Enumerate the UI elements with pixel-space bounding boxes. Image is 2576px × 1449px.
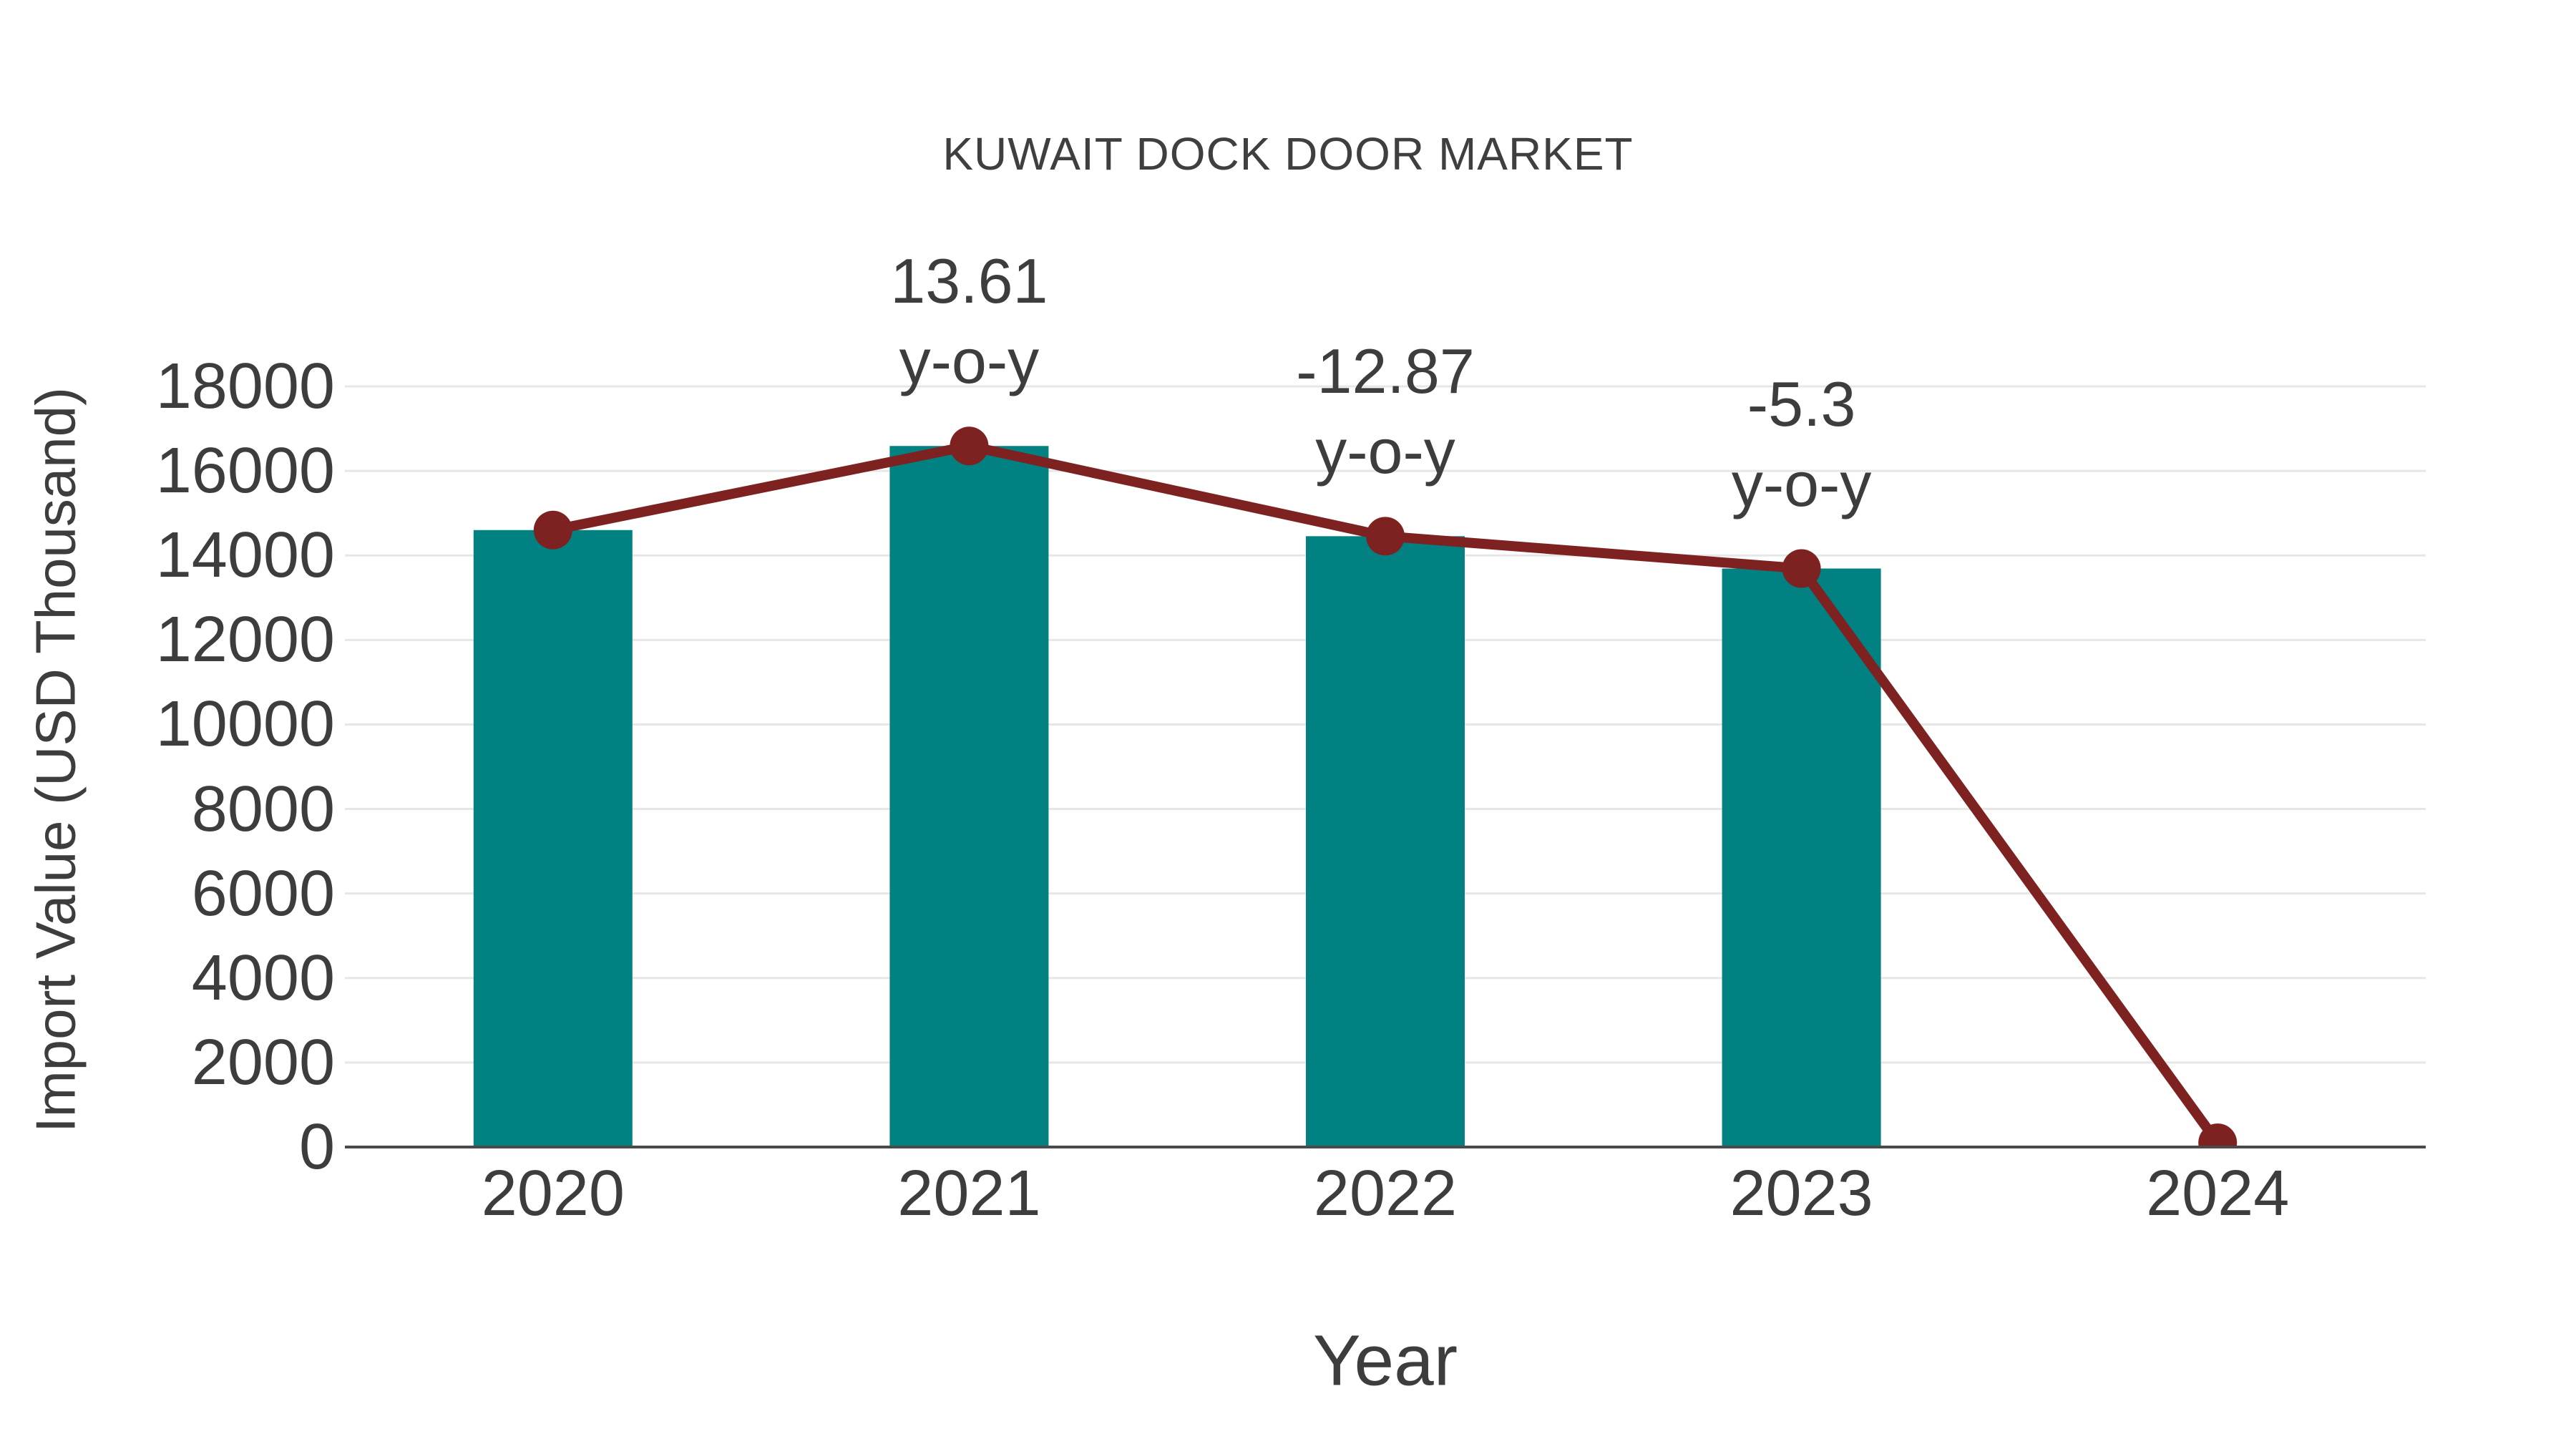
y-tick-label-4000: 4000 xyxy=(191,942,335,1014)
x-tick-label-2020: 2020 xyxy=(481,1158,625,1229)
y-tick-label-16000: 16000 xyxy=(155,435,335,507)
bar-2020 xyxy=(473,530,633,1147)
annotation-yoy-2022: y-o-y xyxy=(1315,416,1455,487)
bar-2021 xyxy=(889,446,1049,1147)
y-tick-label-18000: 18000 xyxy=(155,351,335,422)
y-tick-label-10000: 10000 xyxy=(155,688,335,761)
x-tick-label-2021: 2021 xyxy=(897,1158,1041,1229)
marker-2022 xyxy=(1366,517,1405,556)
x-tick-label-2024: 2024 xyxy=(2146,1158,2290,1229)
marker-2023 xyxy=(1782,549,1821,588)
x-axis-title: Year xyxy=(1312,1320,1458,1401)
annotation-value-2023: -5.3 xyxy=(1747,368,1856,439)
annotation-value-2021: 13.61 xyxy=(890,245,1048,317)
annotation-value-2022: -12.87 xyxy=(1296,336,1475,407)
y-tick-label-14000: 14000 xyxy=(155,519,335,592)
line-series xyxy=(533,426,2238,1147)
y-tick-label-0: 0 xyxy=(298,1111,335,1183)
bar-series xyxy=(473,446,1881,1147)
bar-2022 xyxy=(1306,536,1465,1147)
x-tick-label-2023: 2023 xyxy=(1729,1158,1873,1229)
bar-2023 xyxy=(1722,568,1881,1147)
y-tick-label-12000: 12000 xyxy=(155,604,335,676)
annotation-yoy-2021: y-o-y xyxy=(899,326,1040,397)
marker-2024 xyxy=(2198,1123,2238,1147)
marker-2020 xyxy=(533,510,572,550)
marker-2021 xyxy=(950,426,989,466)
y-tick-label-2000: 2000 xyxy=(191,1026,335,1098)
y-tick-label-8000: 8000 xyxy=(191,773,335,845)
chart-title: KUWAIT DOCK DOOR MARKET xyxy=(942,128,1634,180)
x-tick-label-2022: 2022 xyxy=(1313,1158,1458,1229)
annotation-yoy-2023: y-o-y xyxy=(1731,448,1872,519)
y-tick-label-6000: 6000 xyxy=(191,857,335,930)
